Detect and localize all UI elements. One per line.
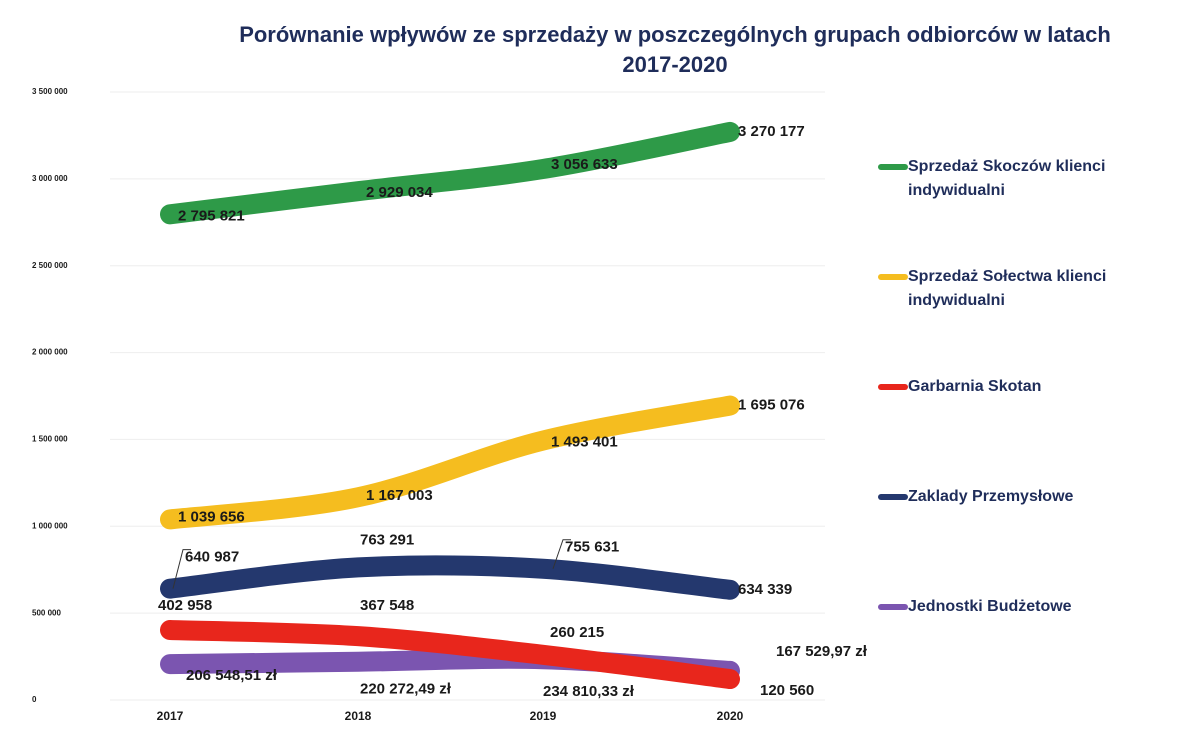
- data-label: 260 215: [550, 624, 604, 641]
- data-label: 120 560: [760, 682, 814, 699]
- data-label: 234 810,33 zł: [543, 683, 635, 700]
- legend-swatch: [878, 384, 908, 390]
- data-label: 634 339: [738, 581, 792, 598]
- y-tick-label: 2 500 000: [32, 261, 68, 270]
- data-label: 1 695 076: [738, 397, 805, 414]
- legend-label: Jednostki Budżetowe: [908, 598, 1072, 615]
- leader-line: [552, 539, 571, 569]
- data-label: 220 272,49 zł: [360, 681, 452, 698]
- data-label: 1 039 656: [178, 508, 245, 525]
- legend-swatch: [878, 164, 908, 170]
- x-tick-label: 2019: [530, 709, 557, 723]
- legend-item: Sprzedaż Sołectwa klienci indywidualni: [878, 265, 1118, 313]
- legend-swatch: [878, 274, 908, 280]
- y-tick-label: 2 000 000: [32, 348, 68, 357]
- x-tick-label: 2020: [717, 709, 744, 723]
- data-label: 1 493 401: [551, 434, 618, 451]
- x-tick-label: 2017: [157, 709, 184, 723]
- data-label: 2 929 034: [366, 184, 433, 201]
- y-tick-label: 3 000 000: [32, 174, 68, 183]
- series-line: [160, 395, 740, 530]
- series-line: [160, 555, 740, 600]
- leader-line: [172, 549, 191, 589]
- series-line: [160, 121, 740, 225]
- y-tick-label: 500 000: [32, 608, 61, 617]
- legend-swatch: [878, 604, 908, 610]
- legend-item: Jednostki Budżetowe: [878, 595, 1118, 619]
- data-label: 3 270 177: [738, 123, 805, 140]
- data-label: 640 987: [185, 549, 239, 566]
- y-tick-label: 3 500 000: [32, 87, 68, 96]
- legend-swatch: [878, 494, 908, 500]
- data-label: 3 056 633: [551, 156, 618, 173]
- legend-item: Sprzedaż Skoczów klienci indywidualni: [878, 155, 1118, 203]
- legend-item: Garbarnia Skotan: [878, 375, 1118, 399]
- series-line: [160, 620, 740, 690]
- chart-title: Porównanie wpływów ze sprzedaży w poszcz…: [239, 22, 1111, 77]
- data-label: 367 548: [360, 597, 414, 614]
- data-label: 1 167 003: [366, 487, 433, 504]
- data-label: 206 548,51 zł: [186, 667, 278, 684]
- legend-label: Garbarnia Skotan: [908, 378, 1042, 395]
- legend-item: Zaklady Przemysłowe: [878, 485, 1118, 509]
- data-label: 2 795 821: [178, 207, 245, 224]
- legend-label: Sprzedaż Sołectwa klienci indywidualni: [908, 268, 1107, 309]
- data-label: 402 958: [158, 597, 212, 614]
- legend-label: Sprzedaż Skoczów klienci indywidualni: [908, 158, 1106, 199]
- y-tick-label: 1 000 000: [32, 521, 68, 530]
- data-label: 755 631: [565, 539, 619, 556]
- legend-label: Zaklady Przemysłowe: [908, 488, 1074, 505]
- y-tick-label: 0: [32, 695, 37, 704]
- x-tick-label: 2018: [345, 709, 372, 723]
- data-label: 167 529,97 zł: [776, 643, 868, 660]
- data-label: 763 291: [360, 531, 414, 548]
- y-tick-label: 1 500 000: [32, 435, 68, 444]
